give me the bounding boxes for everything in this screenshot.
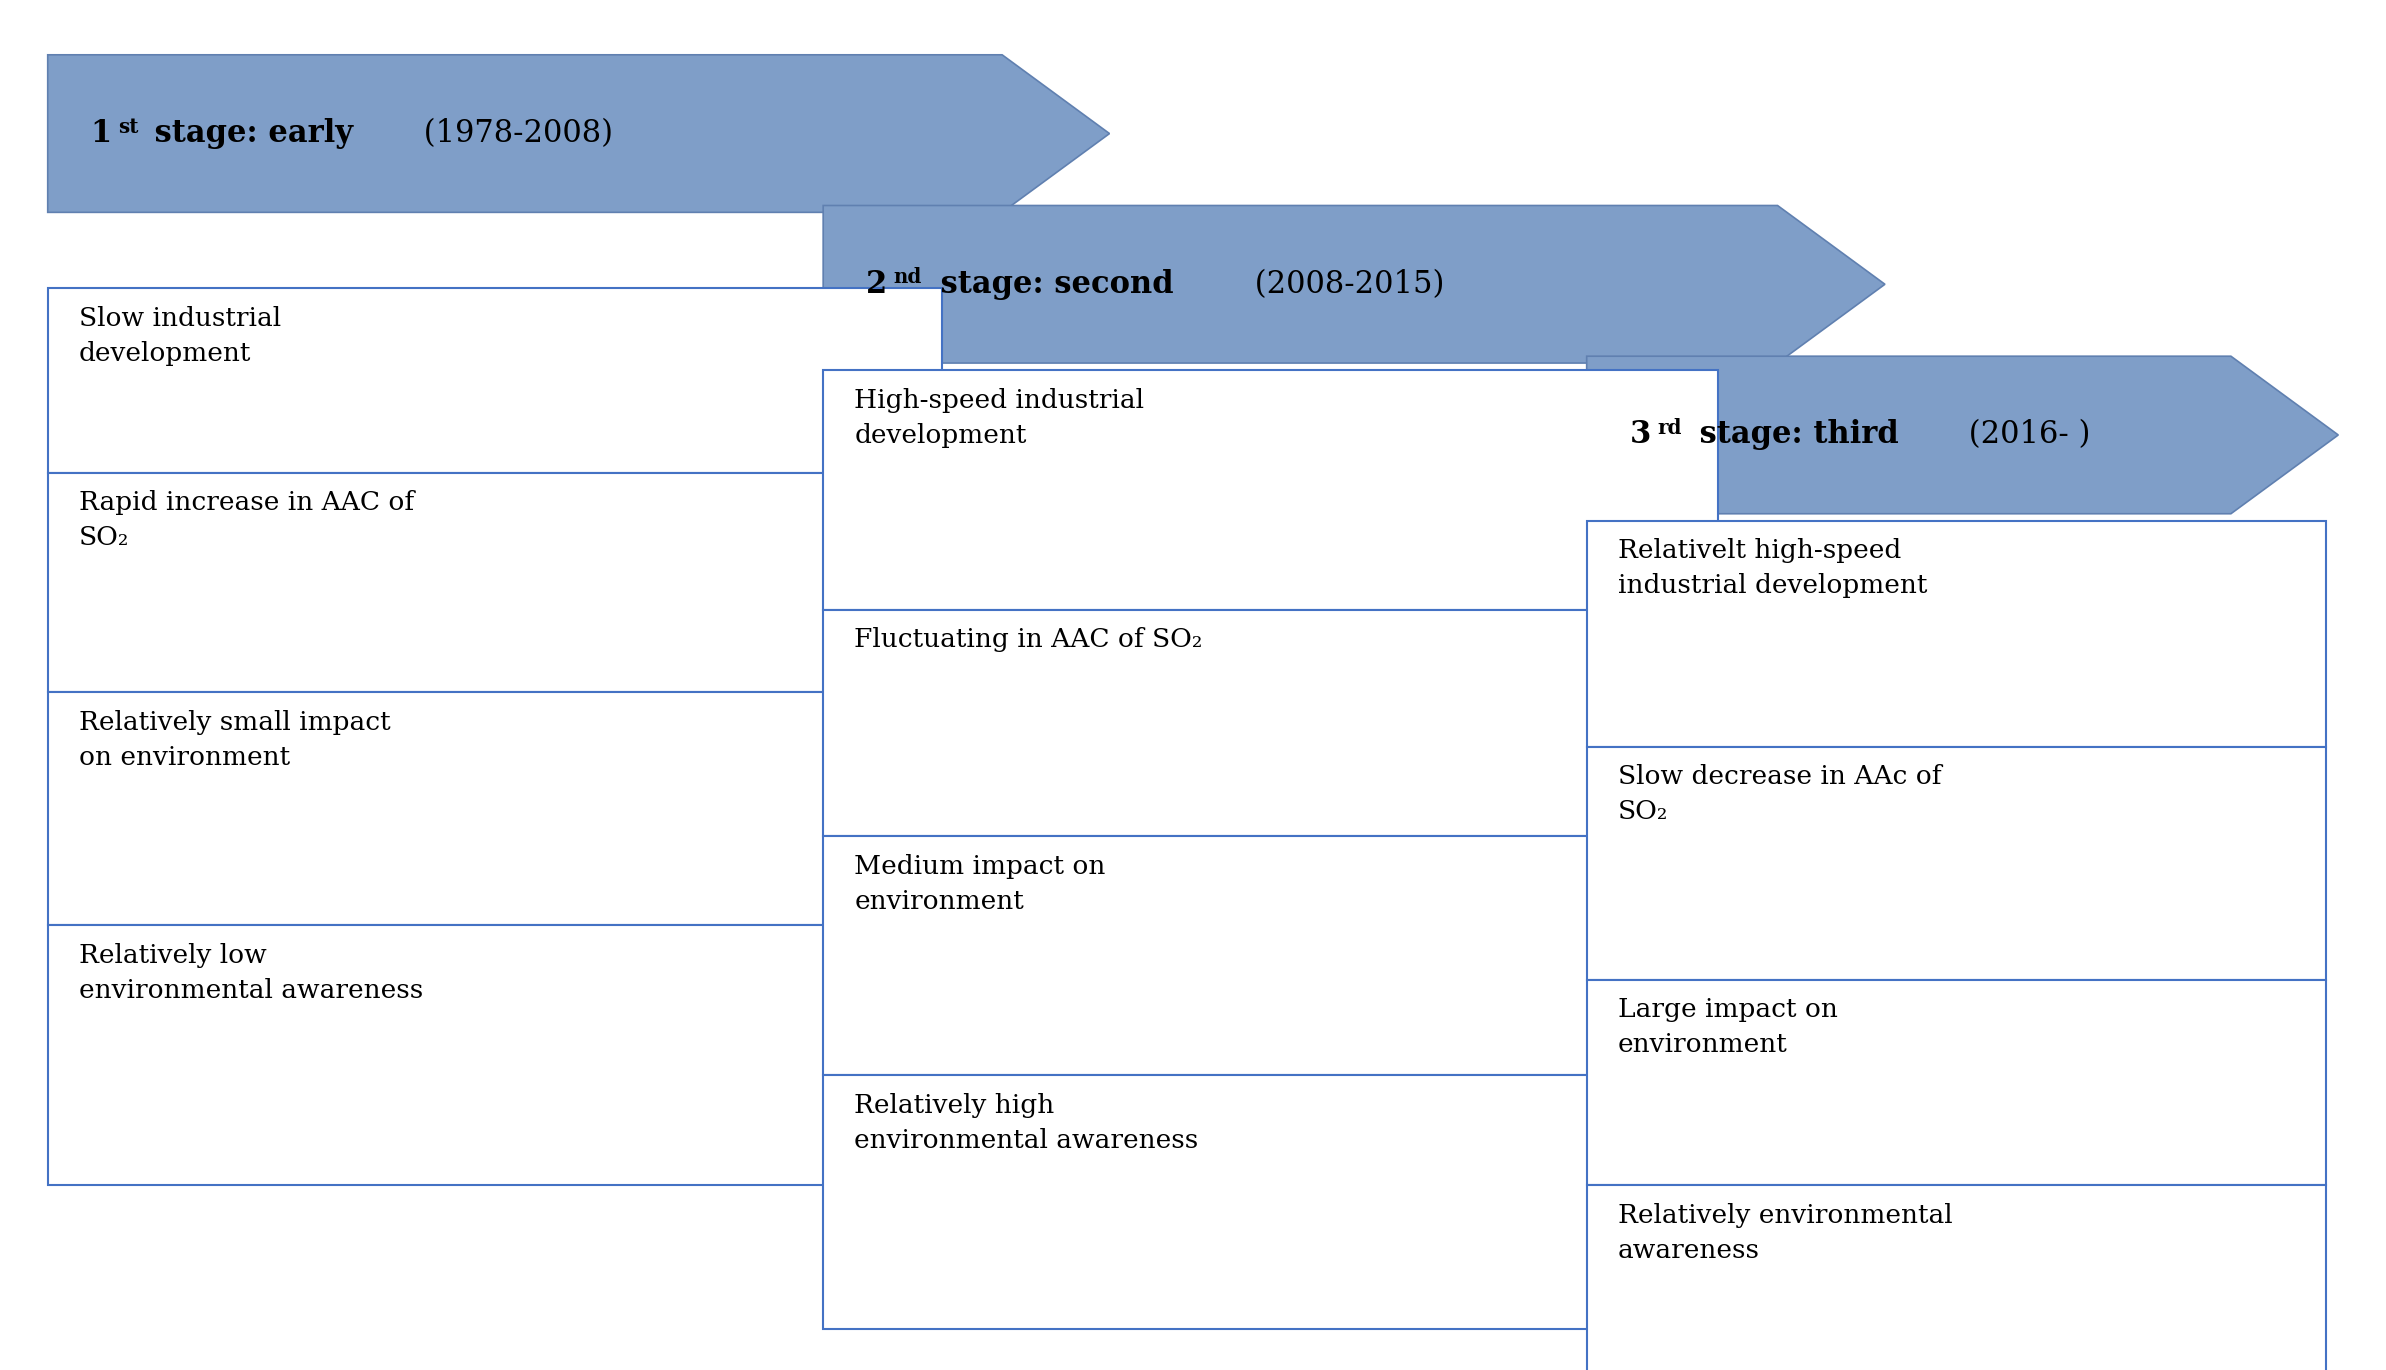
- FancyBboxPatch shape: [823, 610, 1718, 836]
- Text: High-speed industrial
development: High-speed industrial development: [854, 388, 1145, 448]
- Text: 3: 3: [1630, 419, 1651, 451]
- Text: 1: 1: [91, 118, 112, 149]
- Text: Fluctuating in AAC of SO₂: Fluctuating in AAC of SO₂: [854, 627, 1203, 652]
- FancyBboxPatch shape: [823, 836, 1718, 1075]
- FancyBboxPatch shape: [1587, 747, 2326, 980]
- Polygon shape: [1587, 356, 2338, 514]
- Text: (1978-2008): (1978-2008): [413, 118, 613, 149]
- Text: stage: second: stage: second: [931, 269, 1174, 300]
- Text: Relativelt high-speed
industrial development: Relativelt high-speed industrial develop…: [1618, 538, 1928, 599]
- FancyBboxPatch shape: [1587, 1185, 2326, 1370]
- FancyBboxPatch shape: [1587, 980, 2326, 1185]
- Text: (2008-2015): (2008-2015): [1245, 269, 1444, 300]
- Text: nd: nd: [892, 267, 921, 288]
- Text: (2016- ): (2016- ): [1959, 419, 2090, 451]
- Text: Slow industrial
development: Slow industrial development: [79, 306, 282, 366]
- Polygon shape: [823, 206, 1885, 363]
- FancyBboxPatch shape: [1587, 521, 2326, 747]
- Text: Relatively small impact
on environment: Relatively small impact on environment: [79, 710, 391, 770]
- Text: Slow decrease in AAc of
SO₂: Slow decrease in AAc of SO₂: [1618, 764, 1942, 825]
- Text: Relatively high
environmental awareness: Relatively high environmental awareness: [854, 1093, 1198, 1154]
- Text: rd: rd: [1658, 418, 1682, 438]
- Text: stage: third: stage: third: [1689, 419, 1899, 451]
- Text: Large impact on
environment: Large impact on environment: [1618, 997, 1837, 1058]
- Text: Relatively environmental
awareness: Relatively environmental awareness: [1618, 1203, 1952, 1263]
- FancyBboxPatch shape: [48, 288, 942, 473]
- Text: Medium impact on
environment: Medium impact on environment: [854, 854, 1105, 914]
- Text: stage: early: stage: early: [143, 118, 353, 149]
- FancyBboxPatch shape: [48, 925, 942, 1185]
- Text: st: st: [117, 116, 138, 137]
- FancyBboxPatch shape: [823, 1075, 1718, 1329]
- Polygon shape: [48, 55, 1109, 212]
- Text: Relatively low
environmental awareness: Relatively low environmental awareness: [79, 943, 422, 1003]
- FancyBboxPatch shape: [48, 692, 942, 925]
- Text: 2: 2: [866, 269, 888, 300]
- FancyBboxPatch shape: [823, 370, 1718, 610]
- FancyBboxPatch shape: [48, 473, 942, 692]
- Text: Rapid increase in AAC of
SO₂: Rapid increase in AAC of SO₂: [79, 490, 413, 551]
